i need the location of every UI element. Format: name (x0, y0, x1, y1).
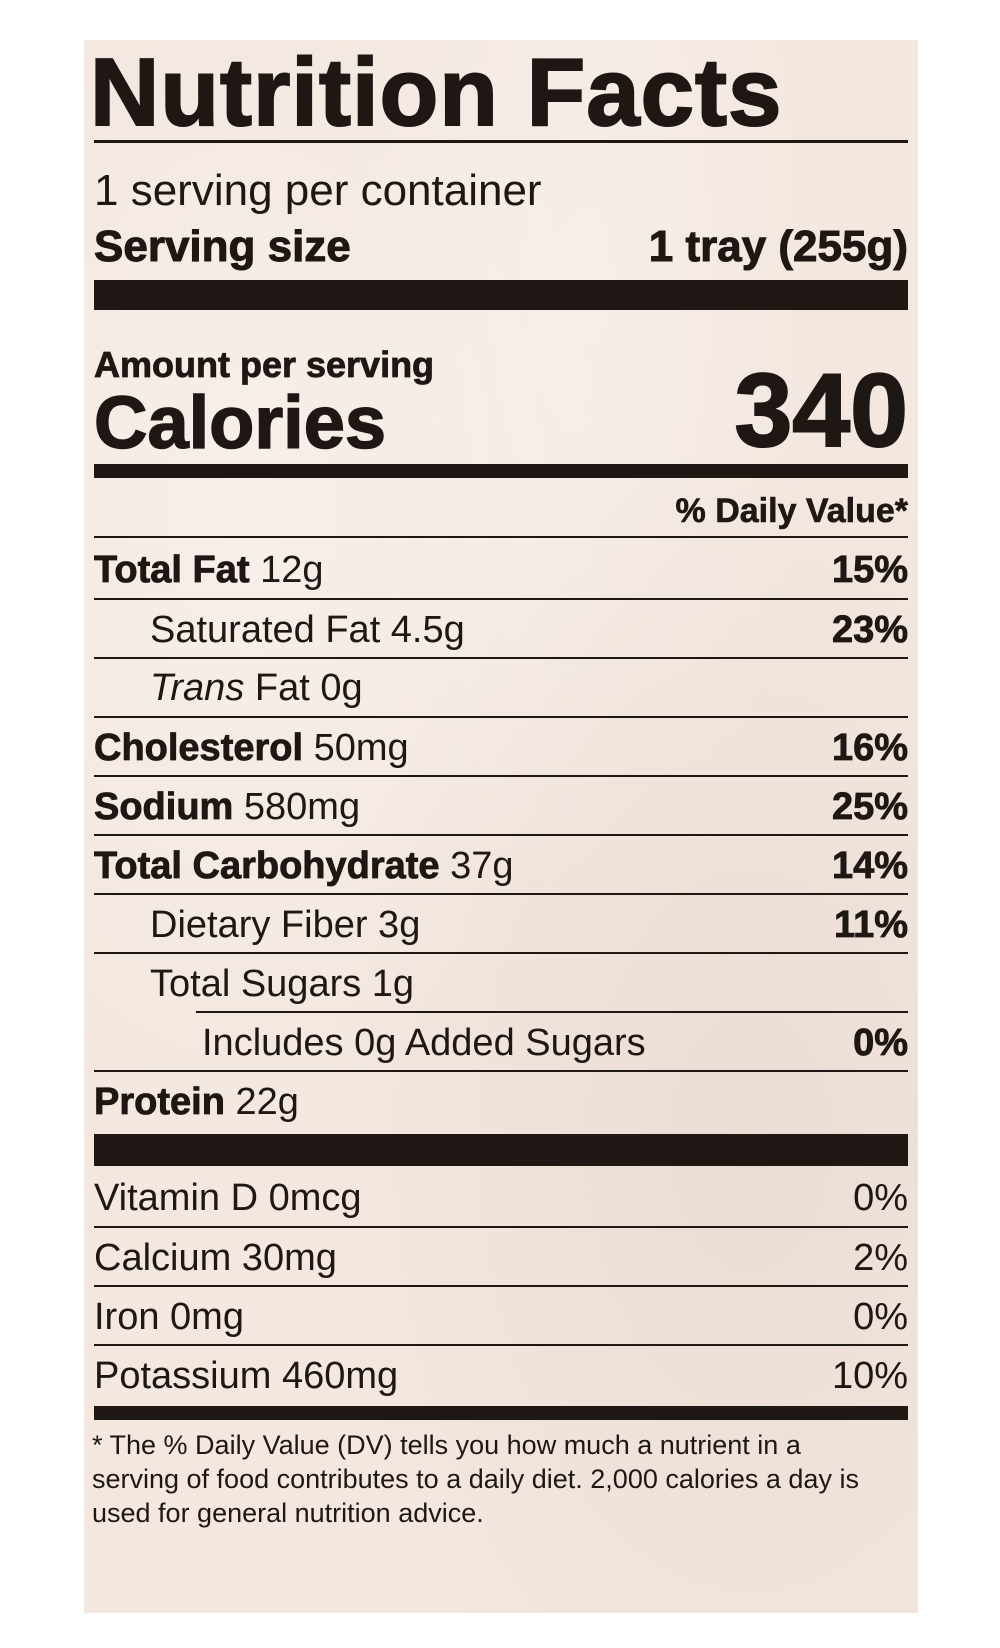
nutrient-row-protein: Protein 22g (94, 1076, 908, 1128)
nutrient-dv: 25% (831, 786, 909, 829)
vitamin-row-vitamin-d: Vitamin D 0mcg 0% (94, 1172, 908, 1224)
nutrient-name: Total Sugars 1g (150, 963, 415, 1005)
amount-per-serving: Amount per serving (94, 344, 435, 386)
thick-divider (94, 280, 908, 310)
nutrient-name: Cholesterol (94, 727, 304, 770)
vitamin-dv: 10% (831, 1355, 908, 1397)
vitamin-row-calcium: Calcium 30mg 2% (94, 1232, 908, 1284)
nutrient-dv: 11% (834, 904, 909, 947)
vitamin-dv: 0% (853, 1177, 908, 1219)
nutrient-amount: 37g (439, 845, 514, 887)
vitamin-name: Vitamin D 0mcg (94, 1177, 362, 1219)
label-title: Nutrition Facts (89, 38, 783, 147)
vitamin-name: Potassium 460mg (94, 1355, 399, 1397)
divider (94, 140, 908, 143)
nutrient-name: Saturated Fat 4.5g (150, 609, 465, 651)
medium-divider (94, 1406, 908, 1420)
divider (94, 834, 908, 836)
nutrient-row-sodium: Sodium 580mg 25% (94, 781, 909, 833)
thick-divider (94, 1134, 908, 1166)
nutrient-dv: 23% (831, 609, 909, 652)
nutrient-amount: 12g (249, 549, 324, 591)
nutrient-name: Protein (94, 1081, 226, 1124)
nutrient-amount: 50mg (303, 727, 409, 769)
divider (94, 657, 908, 659)
nutrient-row-total-fat: Total Fat 12g 15% (94, 544, 909, 596)
nutrient-row-total-carbohydrate: Total Carbohydrate 37g 14% (94, 840, 909, 892)
nutrient-row-total-sugars: Total Sugars 1g (94, 958, 908, 1010)
nutrient-amount: Fat 0g (244, 667, 363, 709)
divider (94, 952, 908, 954)
nutrient-name: Sodium (94, 786, 234, 829)
nutrient-name: Includes 0g Added Sugars (202, 1022, 646, 1064)
divider (94, 716, 908, 718)
nutrient-name: Total Fat (94, 549, 250, 592)
servings-per-container: 1 serving per container (94, 166, 542, 215)
nutrient-name: Total Carbohydrate (94, 845, 440, 888)
nutrient-dv: 0% (853, 1022, 909, 1065)
divider (196, 1011, 908, 1013)
nutrient-row-cholesterol: Cholesterol 50mg 16% (94, 722, 909, 774)
divider (94, 536, 908, 538)
daily-value-header: % Daily Value* (675, 492, 908, 531)
nutrient-row-trans-fat: Trans Fat 0g (94, 662, 908, 714)
nutrient-row-added-sugars: Includes 0g Added Sugars 0% (94, 1017, 908, 1069)
serving-size-value: 1 tray (255g) (648, 222, 908, 272)
nutrient-name: Trans (150, 667, 245, 709)
medium-divider (94, 464, 908, 478)
divider (94, 1226, 908, 1228)
daily-value-footnote: * The % Daily Value (DV) tells you how m… (92, 1430, 859, 1528)
divider (94, 1344, 908, 1346)
serving-size-label: Serving size (94, 222, 352, 272)
nutrient-dv: 15% (831, 549, 909, 592)
vitamin-dv: 2% (853, 1237, 908, 1279)
divider (94, 1285, 908, 1287)
nutrient-dv: 14% (831, 845, 909, 888)
nutrient-row-saturated-fat: Saturated Fat 4.5g 23% (94, 604, 908, 656)
nutrient-amount: 580mg (233, 786, 361, 828)
nutrient-row-dietary-fiber: Dietary Fiber 3g 11% (94, 899, 908, 951)
vitamin-row-iron: Iron 0mg 0% (94, 1291, 908, 1343)
divider (94, 598, 908, 600)
divider (94, 775, 908, 777)
nutrient-amount: 22g (224, 1081, 299, 1123)
divider (94, 1070, 908, 1072)
divider (94, 893, 908, 895)
vitamin-name: Calcium 30mg (94, 1237, 337, 1279)
vitamin-dv: 0% (853, 1296, 908, 1338)
vitamin-row-potassium: Potassium 460mg 10% (94, 1350, 908, 1402)
nutrient-dv: 16% (831, 727, 909, 770)
nutrient-name: Dietary Fiber 3g (150, 904, 421, 946)
vitamin-name: Iron 0mg (94, 1296, 244, 1338)
calories-label: Calories (93, 380, 387, 465)
calories-value: 340 (733, 353, 909, 469)
